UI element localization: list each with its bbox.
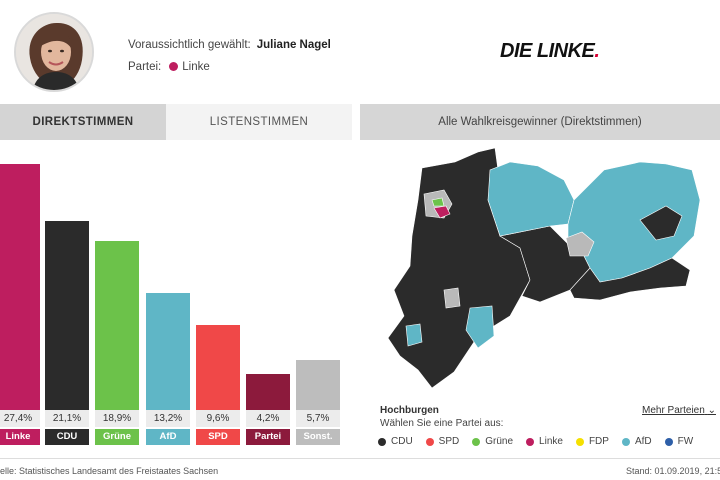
bar-spd[interactable] (196, 325, 240, 412)
bar-party-label: Partei (246, 429, 290, 445)
tab-direktstimmen[interactable]: DIREKTSTIMMEN (0, 104, 166, 140)
party-label: Partei: (128, 61, 162, 73)
bar-party-label: SPD (196, 429, 240, 445)
tab-listenstimmen[interactable]: LISTENSTIMMEN (166, 104, 352, 140)
constituency-map[interactable] (360, 140, 720, 402)
legend-subtitle: Wählen Sie eine Partei aus: (380, 418, 504, 429)
legend-dot-icon (378, 437, 386, 446)
party-color-dot (169, 62, 179, 71)
party-legend: CDU SPD Grüne Linke FDP AfD FW (378, 436, 706, 447)
vote-type-tabs: DIREKTSTIMMEN LISTENSTIMMEN (0, 104, 352, 140)
logo-text: DIE LINKE (500, 40, 595, 62)
legend-item-afd[interactable]: AfD (621, 436, 652, 447)
map-region-dresden[interactable] (565, 231, 595, 257)
bar-afd[interactable] (146, 293, 190, 412)
legend-title: Hochburgen (380, 405, 439, 416)
bar-party-label: AfD (146, 429, 190, 445)
legend-dot-icon (575, 437, 584, 446)
bar-party-label: Linke (0, 429, 40, 445)
legend-dot-icon (621, 437, 630, 446)
party-logo: DIE LINKE. (500, 40, 600, 63)
elected-label: Voraussichtlich gewählt: (128, 39, 251, 51)
legend-label: FW (677, 436, 694, 447)
map-region-vogtland-afd[interactable] (405, 323, 423, 347)
avatar (14, 12, 94, 92)
legend-dot-icon (526, 437, 535, 446)
bar-grne[interactable] (95, 241, 139, 412)
map-region-chemnitz[interactable] (443, 287, 461, 309)
map-region-southeast[interactable] (569, 257, 691, 301)
party-row: Partei: Linke (128, 56, 331, 78)
legend-item-fw[interactable]: FW (664, 436, 694, 447)
legend-item-fdp[interactable]: FDP (575, 436, 609, 447)
bar-party-label: Grüne (95, 429, 139, 445)
legend-item-cdu[interactable]: CDU (378, 436, 413, 447)
legend-dot-icon (664, 437, 673, 446)
bar-value-label: 18,9% (95, 410, 139, 427)
logo-dot: . (594, 40, 600, 62)
bar-value-label: 27,4% (0, 410, 40, 427)
bar-cdu[interactable] (45, 221, 89, 412)
legend-label: Grüne (485, 436, 514, 447)
chevron-down-icon: ⌄ (707, 405, 716, 416)
map-region-west[interactable] (387, 147, 531, 389)
legend-label: AfD (634, 436, 652, 447)
map-header: Alle Wahlkreisgewinner (Direktstimmen) (360, 104, 720, 140)
candidate-info: Voraussichtlich gewählt: Juliane Nagel Pa… (128, 34, 331, 78)
bar-party-label: Sonst. (296, 429, 340, 445)
candidate-portrait-image (16, 14, 92, 90)
bar-value-label: 4,2% (246, 410, 290, 427)
map-region-southwest-afd[interactable] (465, 305, 495, 349)
bar-sonst[interactable] (296, 360, 340, 412)
bar-value-label: 21,1% (45, 410, 89, 427)
results-bar-chart: 27,4% Linke 21,1% CDU 18,9% Grüne 13,2% AfD 9,6%… (0, 140, 352, 450)
map-region-lusatia[interactable] (639, 205, 683, 241)
elected-row: Voraussichtlich gewählt: Juliane Nagel (128, 34, 331, 56)
legend-dot-icon (472, 437, 481, 446)
legend-label: CDU (391, 436, 413, 447)
bar-party-label: CDU (45, 429, 89, 445)
legend-item-linke[interactable]: Linke (526, 436, 563, 447)
bar-value-label: 13,2% (146, 410, 190, 427)
legend-dot-icon (425, 437, 434, 446)
party-name: Linke (182, 61, 210, 73)
bar-value-label: 9,6% (196, 410, 240, 427)
bar-value-label: 5,7% (296, 410, 340, 427)
candidate-header: Voraussichtlich gewählt: Juliane Nagel Pa… (0, 0, 720, 104)
legend-item-spd[interactable]: SPD (425, 436, 460, 447)
legend-label: SPD (438, 436, 460, 447)
map-region-leipzig-linke[interactable] (433, 205, 451, 219)
saxony-map-svg[interactable] (360, 140, 720, 402)
legend-label: Linke (539, 436, 563, 447)
map-region-leipzig-gruene[interactable] (431, 197, 445, 207)
legend-label: FDP (588, 436, 609, 447)
elected-name: Juliane Nagel (256, 39, 331, 51)
timestamp-text: Stand: 01.09.2019, 21:59 (626, 466, 720, 476)
footer: elle: Statistisches Landesamt des Freist… (0, 458, 720, 480)
bar-partei[interactable] (246, 374, 290, 412)
map-region-north[interactable] (487, 161, 575, 237)
more-parties-label: Mehr Parteien (642, 405, 705, 416)
source-text: elle: Statistisches Landesamt des Freist… (0, 466, 219, 476)
more-parties-link[interactable]: Mehr Parteien ⌄ (642, 405, 716, 416)
legend-item-grne[interactable]: Grüne (472, 436, 513, 447)
bar-linke[interactable] (0, 164, 40, 412)
